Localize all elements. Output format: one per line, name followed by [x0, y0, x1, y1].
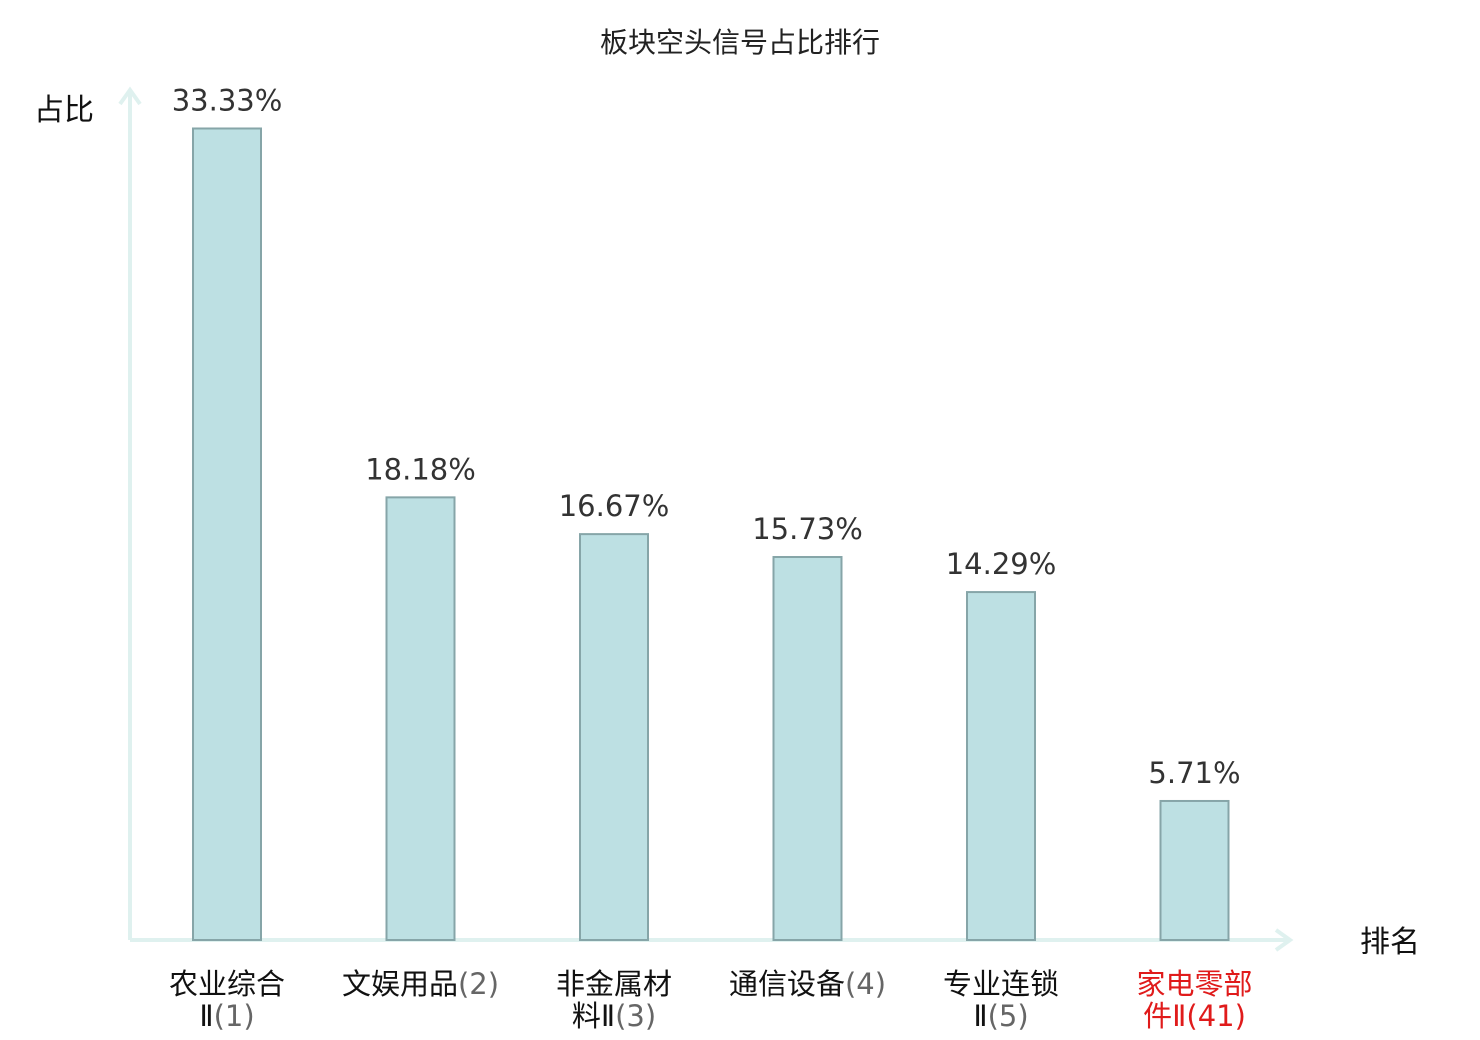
- bar-value-label: 33.33%: [172, 83, 283, 117]
- x-tick-label: 家电零部件Ⅱ(41): [1136, 967, 1252, 1033]
- bar: [192, 127, 262, 942]
- x-tick-label: 文娱用品(2): [342, 967, 499, 1001]
- x-tick-label: 专业连锁 Ⅱ(5): [943, 967, 1059, 1033]
- bar-value-label: 5.71%: [1148, 756, 1240, 790]
- x-tick-label: 农业综合 Ⅱ(1): [169, 967, 285, 1033]
- bar-value-label: 16.67%: [559, 489, 670, 523]
- bar-value-label: 14.29%: [946, 547, 1057, 581]
- bar: [579, 533, 649, 942]
- y-axis-arrow: [118, 86, 142, 106]
- x-tick-label: 通信设备(4): [729, 967, 886, 1001]
- y-axis-label: 占比: [34, 93, 94, 128]
- bar: [385, 496, 456, 941]
- bar-value-label: 18.18%: [365, 452, 476, 486]
- chart-title: 板块空头信号占比排行: [600, 26, 880, 59]
- bar: [966, 591, 1036, 941]
- x-tick-label: 非金属材料Ⅱ(3): [556, 967, 672, 1033]
- x-axis-arrow: [1274, 928, 1294, 952]
- bar-value-label: 15.73%: [752, 512, 863, 546]
- bar: [772, 556, 843, 941]
- bar: [1159, 799, 1230, 942]
- x-axis-label: 排名: [1360, 925, 1420, 960]
